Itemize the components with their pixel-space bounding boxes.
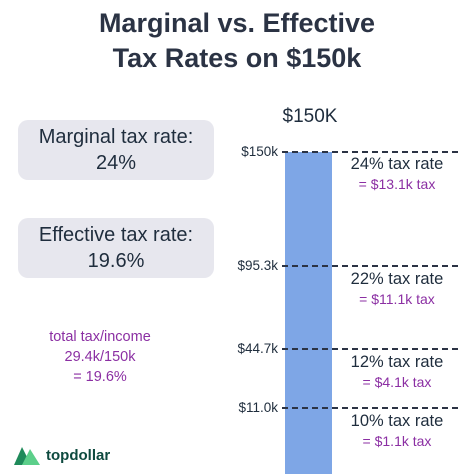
title-line-1: Marginal vs. Effective (98, 8, 376, 38)
logo-text: topdollar (46, 446, 111, 464)
calc-line-2: 29.4k/150k (64, 349, 136, 365)
bracket-rate-22: 22% tax rate (350, 270, 444, 288)
topdollar-logo: topdollar (12, 442, 110, 468)
marginal-rate-box: Marginal tax rate: 24% (18, 120, 214, 180)
effective-rate-box: Effective tax rate: 19.6% (18, 218, 214, 278)
effective-rate-label: Effective tax rate: (38, 224, 194, 246)
threshold-label-11k: $11.0k (238, 400, 278, 415)
threshold-line-44k (282, 348, 458, 350)
page-title: Marginal vs. Effective Tax Rates on $150… (0, 6, 474, 76)
title-line-2: Tax Rates on $150k (112, 43, 362, 73)
bracket-tax-24: = $13.1k tax (358, 176, 436, 192)
marginal-rate-label: Marginal tax rate: (38, 126, 194, 148)
effective-rate-calculation: total tax/income 29.4k/150k = 19.6% (30, 327, 170, 387)
income-bar (285, 152, 332, 474)
topdollar-logo-icon (14, 447, 40, 465)
threshold-line-11k (282, 407, 458, 409)
bracket-rate-12: 12% tax rate (350, 353, 444, 371)
income-column-header: $150K (282, 106, 338, 127)
bracket-rate-10: 10% tax rate (350, 412, 444, 430)
threshold-line-95k (282, 265, 458, 267)
threshold-label-150k: $150k (241, 144, 278, 159)
threshold-label-95k: $95.3k (237, 258, 278, 273)
bracket-tax-22: = $11.1k tax (359, 291, 435, 307)
calc-line-1: total tax/income (49, 329, 151, 345)
bracket-tax-12: = $4.1k tax (362, 374, 432, 390)
bracket-rate-24: 24% tax rate (350, 155, 444, 173)
threshold-label-44k: $44.7k (237, 341, 278, 356)
effective-rate-value: 19.6% (87, 250, 145, 272)
bracket-tax-10: = $1.1k tax (362, 433, 432, 449)
threshold-line-150k (282, 151, 458, 153)
marginal-rate-value: 24% (95, 152, 137, 174)
calc-line-3: = 19.6% (73, 369, 127, 385)
